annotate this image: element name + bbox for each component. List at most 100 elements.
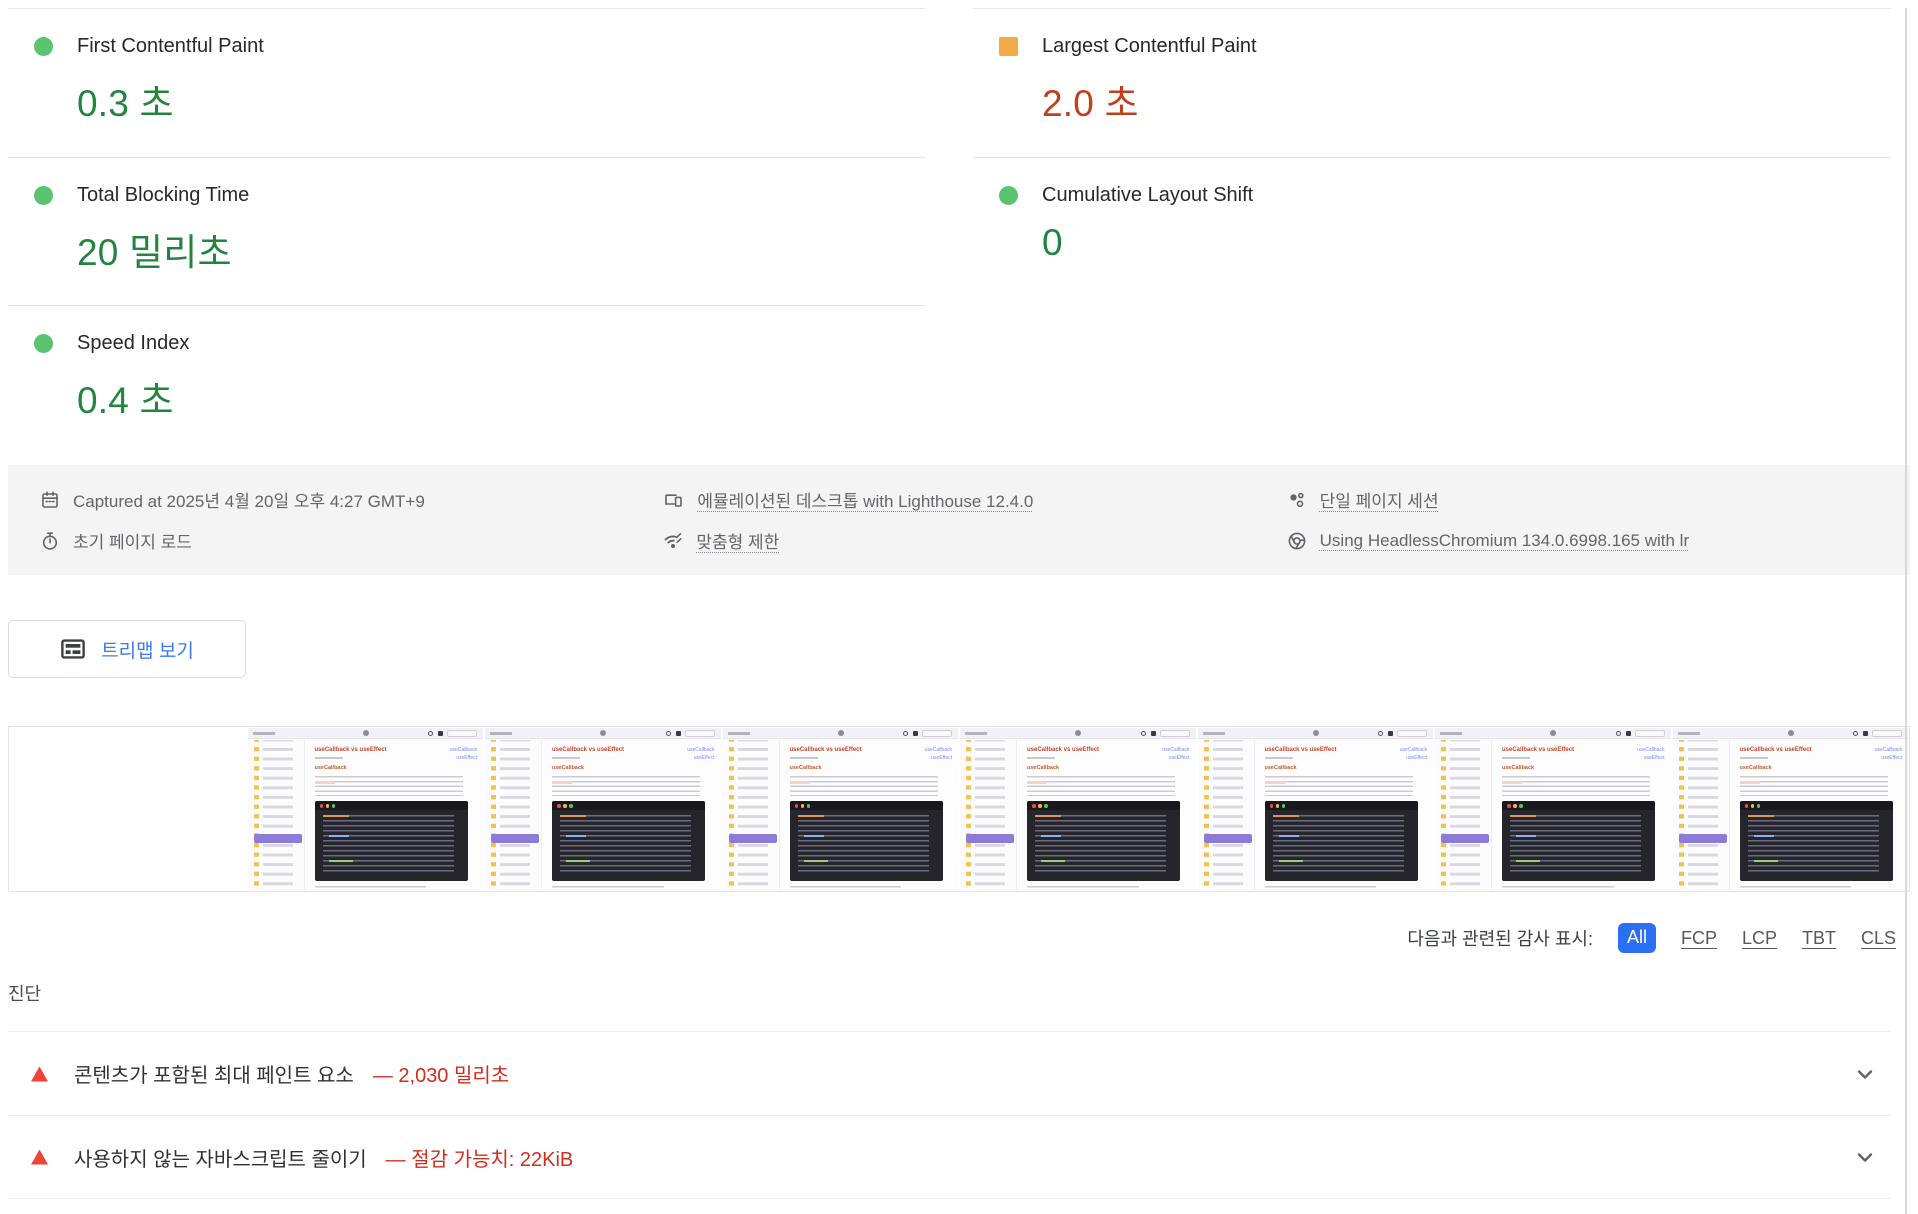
thumb-toc-links: useCallback useEffect	[1162, 747, 1190, 761]
thumb-subheading: useCallback	[1027, 765, 1060, 771]
fail-triangle-icon	[31, 1149, 48, 1165]
metric-cumulative-layout-shift: Cumulative Layout Shift 0	[973, 157, 1891, 305]
audit-row-lcp-element[interactable]: 콘텐츠가 포함된 최대 페인트 요소 — 2,030 밀리초	[8, 1031, 1891, 1115]
filter-chip-all[interactable]: All	[1617, 923, 1656, 953]
filter-label: 다음과 관련된 감사 표시:	[1407, 929, 1593, 949]
filter-chip-cls[interactable]: CLS	[1860, 927, 1896, 948]
thumb-search-pill	[447, 730, 477, 737]
audit-detail: — 절감 가능치: 22KiB	[385, 1148, 574, 1171]
page-load-item: 초기 페이지 로드	[40, 520, 663, 561]
filmstrip-frame: useCallback vs useEffect useCallback use…	[1197, 728, 1434, 890]
thumb-subheading: useCallback	[314, 765, 347, 771]
metric-largest-contentful-paint: Largest Contentful Paint 2.0 초	[973, 8, 1891, 157]
pass-dot-icon	[34, 186, 53, 205]
chromium-item[interactable]: Using HeadlessChromium 134.0.6998.165 wi…	[1287, 520, 1910, 561]
thumb-content: useCallback vs useEffect useCallback use…	[1493, 740, 1671, 890]
thumb-browser-bar	[722, 728, 958, 739]
thumb-selected-item	[1203, 834, 1252, 843]
thumb-content: useCallback vs useEffect useCallback use…	[543, 740, 721, 890]
thumb-title: useCallback vs useEffect	[789, 747, 862, 753]
metric-value: 0.3 초	[77, 83, 174, 124]
audits-list: 콘텐츠가 포함된 최대 페인트 요소 — 2,030 밀리초 사용하지 않는 자…	[8, 1031, 1891, 1199]
thumb-search-pill	[1397, 730, 1427, 737]
thumb-search-pill	[1872, 730, 1902, 737]
thumb-content: useCallback vs useEffect useCallback use…	[1731, 740, 1909, 890]
audit-filter-row: 다음과 관련된 감사 표시: All FCP LCP TBT CLS	[8, 923, 1910, 953]
thumb-browser-bar	[1672, 728, 1908, 739]
page-load-text: 초기 페이지 로드	[73, 533, 192, 552]
thumb-sidebar-tree	[1197, 740, 1255, 890]
thumb-sidebar-tree	[1672, 740, 1730, 890]
treemap-button-label: 트리맵 보기	[101, 640, 194, 662]
thumb-code-block	[1739, 801, 1893, 881]
thumb-avatar-icon	[600, 730, 607, 736]
throttling-text[interactable]: 맞춤형 제한	[696, 533, 780, 552]
thumb-sidebar-tree	[1435, 740, 1492, 890]
filmstrip-thumbnail: useCallback vs useEffect useCallback use…	[1672, 728, 1909, 890]
thumb-title: useCallback vs useEffect	[1264, 747, 1337, 753]
filmstrip-frame: useCallback vs useEffect useCallback use…	[1435, 728, 1671, 890]
filmstrip-thumbnail: useCallback vs useEffect useCallback use…	[1197, 728, 1434, 890]
thumb-title: useCallback vs useEffect	[1502, 747, 1575, 753]
stopwatch-icon	[42, 531, 58, 550]
metric-label: Speed Index	[77, 332, 190, 354]
session-item[interactable]: 단일 페이지 세션	[1287, 479, 1910, 520]
diagnostics-heading: 진단	[8, 984, 42, 1004]
thumb-selected-item	[491, 834, 539, 843]
thumb-code-block	[1502, 801, 1656, 881]
chrome-icon	[1288, 532, 1306, 549]
session-text[interactable]: 단일 페이지 세션	[1319, 492, 1439, 511]
average-square-icon	[999, 37, 1018, 56]
thumb-subheading: useCallback	[552, 765, 585, 771]
thumb-sidebar-tree	[247, 740, 305, 890]
treemap-icon	[61, 639, 85, 659]
thumb-title: useCallback vs useEffect	[314, 747, 387, 753]
audit-title: 사용하지 않는 자바스크립트 줄이기	[74, 1148, 367, 1171]
thumb-title: useCallback vs useEffect	[1027, 747, 1100, 753]
thumb-subheading: useCallback	[1502, 765, 1535, 771]
filmstrip-thumbnail: useCallback vs useEffect useCallback use…	[722, 728, 958, 890]
scrollbar-track[interactable]	[1905, 8, 1907, 1214]
calendar-icon	[42, 490, 58, 508]
thumb-content: useCallback vs useEffect useCallback use…	[1256, 740, 1434, 890]
pass-dot-icon	[34, 37, 53, 56]
metric-label: Total Blocking Time	[77, 184, 250, 206]
thumb-selected-item	[1678, 834, 1727, 843]
filmstrip-blank-frame	[10, 728, 246, 890]
metrics-grid: First Contentful Paint 0.3 초 Largest Con…	[8, 8, 1910, 465]
audit-row-unused-javascript[interactable]: 사용하지 않는 자바스크립트 줄이기 — 절감 가능치: 22KiB	[8, 1115, 1891, 1199]
metric-label: Largest Contentful Paint	[1042, 35, 1257, 57]
metric-speed-index: Speed Index 0.4 초	[8, 305, 925, 465]
filter-chip-fcp[interactable]: FCP	[1680, 927, 1717, 948]
thumb-toc-links: useCallback useEffect	[1399, 747, 1427, 761]
view-treemap-button[interactable]: 트리맵 보기	[8, 620, 246, 678]
throttling-item[interactable]: 맞춤형 제한	[663, 520, 1286, 561]
thumb-search-pill	[922, 730, 952, 737]
thumb-toc-links: useCallback useEffect	[924, 747, 952, 761]
filmstrip-frame: useCallback vs useEffect useCallback use…	[247, 728, 483, 890]
capture-date-text: Captured at 2025년 4월 20일 오후 4:27 GMT+9	[73, 492, 425, 511]
metric-first-contentful-paint: First Contentful Paint 0.3 초	[8, 8, 925, 157]
thumb-toc-links: useCallback useEffect	[687, 747, 715, 761]
filmstrip-thumbnail: useCallback vs useEffect useCallback use…	[1435, 728, 1671, 890]
emulation-item[interactable]: 에뮬레이션된 데스크톱 with Lighthouse 12.4.0	[663, 479, 1286, 520]
chromium-text[interactable]: Using HeadlessChromium 134.0.6998.165 wi…	[1319, 530, 1690, 550]
filter-chip-lcp[interactable]: LCP	[1741, 927, 1777, 948]
thumb-avatar-icon	[1075, 730, 1082, 736]
chevron-down-icon[interactable]	[1853, 1145, 1877, 1169]
thumb-subheading: useCallback	[1264, 765, 1297, 771]
thumb-code-block	[789, 801, 943, 881]
thumb-browser-bar	[1197, 728, 1433, 739]
thumb-code-block	[552, 801, 706, 881]
chevron-down-icon[interactable]	[1853, 1062, 1877, 1086]
emulation-text[interactable]: 에뮬레이션된 데스크톱 with Lighthouse 12.4.0	[697, 492, 1034, 511]
thumb-selected-item	[728, 834, 777, 843]
filmstrip-frame: useCallback vs useEffect useCallback use…	[1672, 728, 1909, 890]
filter-chip-tbt[interactable]: TBT	[1801, 927, 1836, 948]
thumb-content: useCallback vs useEffect useCallback use…	[1018, 740, 1196, 890]
thumb-avatar-icon	[1312, 730, 1319, 736]
samples-dots-icon	[1290, 492, 1304, 507]
filmstrip: useCallback vs useEffect useCallback use…	[8, 726, 1910, 892]
audit-detail: — 2,030 밀리초	[372, 1065, 510, 1087]
thumb-code-block	[1264, 801, 1418, 881]
